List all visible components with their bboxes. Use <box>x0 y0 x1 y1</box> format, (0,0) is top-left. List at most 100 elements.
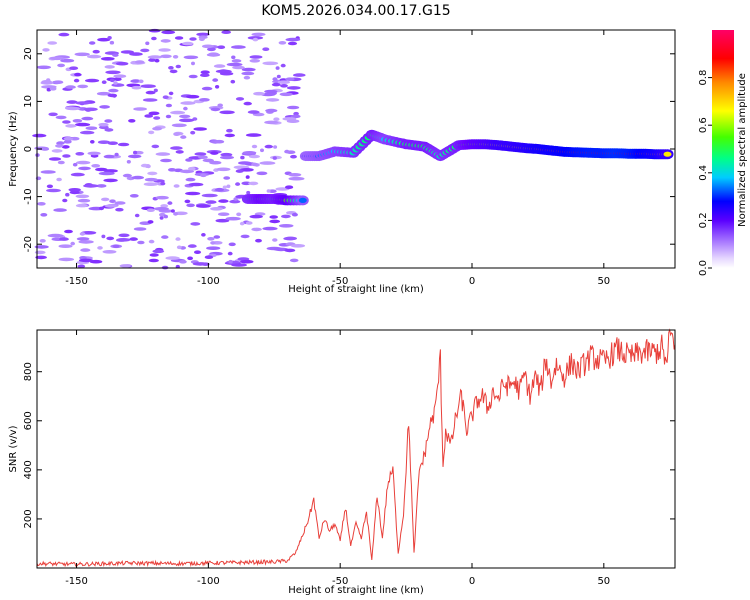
noise-cell <box>276 74 281 79</box>
noise-cell <box>284 149 290 154</box>
noise-cell <box>180 101 196 105</box>
noise-cell <box>104 119 113 123</box>
noise-cell <box>98 206 104 211</box>
noise-cell <box>185 177 196 182</box>
noise-cell <box>252 37 259 42</box>
noise-cell <box>77 198 91 203</box>
noise-cell <box>290 114 301 119</box>
noise-cell <box>179 114 191 119</box>
noise-cell <box>278 224 294 228</box>
noise-cell <box>272 238 278 242</box>
noise-cell <box>277 80 290 84</box>
noise-cell <box>231 55 236 60</box>
noise-cell <box>182 41 194 46</box>
noise-cell <box>264 120 279 125</box>
noise-cell <box>185 191 201 196</box>
noise-cell <box>153 88 158 93</box>
noise-cell <box>248 154 260 159</box>
noise-cell <box>170 146 183 150</box>
noise-cell <box>154 58 160 63</box>
noise-cell <box>56 141 65 145</box>
noise-cell <box>188 74 198 79</box>
noise-cell <box>40 213 48 217</box>
noise-cell <box>293 111 299 116</box>
noise-cell <box>66 100 78 104</box>
noise-cell <box>133 107 148 111</box>
noise-cell <box>200 173 207 178</box>
colorbar-tick-label: 0.4 <box>698 165 709 181</box>
noise-cell <box>161 30 176 35</box>
noise-cell <box>253 91 265 96</box>
noise-cell <box>230 79 236 84</box>
noise-cell <box>65 106 81 111</box>
noise-cell <box>112 244 120 248</box>
noise-cell <box>174 36 184 40</box>
noise-cell <box>39 239 46 243</box>
noise-cell <box>131 175 144 180</box>
noise-cell <box>264 89 278 94</box>
noise-cell <box>241 71 255 76</box>
noise-cell <box>172 55 179 59</box>
spectrogram-y-ticks: -20 -10 0 10 20 <box>23 47 675 252</box>
noise-cell <box>192 262 208 266</box>
noise-cell <box>96 184 107 188</box>
noise-cell <box>113 81 118 85</box>
noise-cell <box>245 221 253 225</box>
noise-cell <box>170 110 186 115</box>
noise-cell <box>236 212 242 217</box>
noise-cell <box>65 192 70 197</box>
noise-cell <box>283 236 297 241</box>
noise-cell <box>196 204 211 208</box>
colorbar-label: Normalized spectral amplitude <box>737 73 748 227</box>
noise-cell <box>68 188 81 192</box>
noise-cell <box>269 219 281 224</box>
noise-cell <box>235 97 245 101</box>
noise-cell <box>285 77 295 81</box>
noise-cell <box>193 127 207 131</box>
noise-cell <box>217 103 223 108</box>
noise-cell <box>240 259 254 264</box>
noise-cell <box>89 41 96 45</box>
noise-cell <box>35 255 47 260</box>
noise-cell <box>287 41 298 46</box>
x-tick-label: 0 <box>469 576 475 587</box>
noise-cell <box>148 130 155 135</box>
noise-cell <box>55 115 67 120</box>
noise-cell <box>145 90 156 95</box>
noise-cell <box>225 216 241 221</box>
noise-cell <box>46 188 61 193</box>
noise-cell <box>153 207 169 211</box>
noise-cell <box>275 66 280 70</box>
noise-cell <box>48 157 62 161</box>
noise-cell <box>272 156 277 160</box>
noise-cell <box>152 126 163 131</box>
noise-cell <box>210 107 221 112</box>
noise-cell <box>78 166 91 171</box>
colorbar-tick-label: 0.2 <box>698 212 709 228</box>
noise-cell <box>106 236 115 241</box>
noise-cell <box>99 125 109 130</box>
noise-cell <box>238 161 252 165</box>
noise-cell <box>199 37 205 41</box>
noise-cell <box>198 155 208 159</box>
noise-cell <box>251 162 258 167</box>
snr-plot-area <box>37 330 675 568</box>
noise-cell <box>173 184 180 188</box>
noise-cell <box>37 202 46 206</box>
noise-cell <box>185 158 193 162</box>
noise-cell <box>205 200 217 204</box>
noise-cell <box>46 184 54 189</box>
noise-cell <box>112 53 119 57</box>
noise-cell <box>290 154 297 159</box>
noise-cell <box>264 144 273 149</box>
noise-cell <box>183 55 199 60</box>
noise-cell <box>167 201 173 205</box>
noise-cell <box>288 173 302 177</box>
noise-cell <box>179 260 187 264</box>
noise-cell <box>231 263 248 267</box>
snr-x-label: Height of straight line (km) <box>288 585 424 596</box>
noise-cell <box>210 241 216 245</box>
noise-cell <box>53 80 64 84</box>
noise-cell <box>155 152 171 156</box>
noise-cell <box>47 233 64 238</box>
